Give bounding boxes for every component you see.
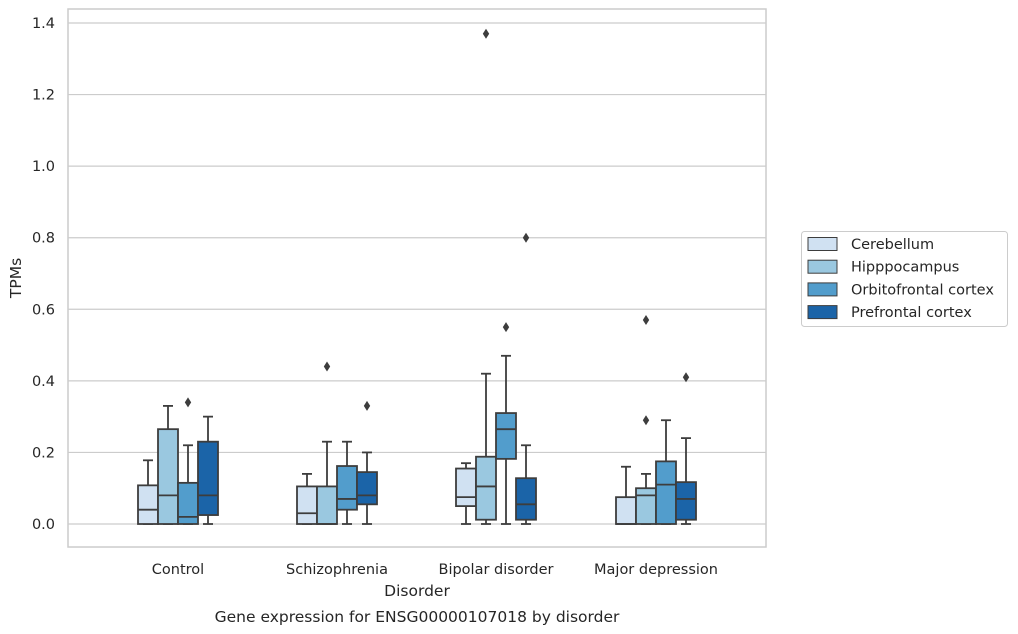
legend-swatch	[807, 237, 838, 251]
x-tick-label: Schizophrenia	[286, 562, 388, 578]
outlier-point	[522, 232, 530, 243]
outlier-point	[323, 361, 331, 372]
legend-label: Hipppocampus	[851, 260, 959, 276]
box-0-2	[177, 397, 199, 525]
box-body	[336, 465, 358, 511]
box-body	[655, 460, 677, 525]
y-tick-label: 0.2	[32, 445, 55, 461]
outlier-point	[363, 400, 371, 411]
y-tick-label: 1.2	[32, 88, 55, 104]
boxes	[137, 28, 697, 525]
legend-label: Orbitofrontal cortex	[851, 282, 994, 298]
box-body	[316, 485, 338, 525]
box-body	[177, 481, 199, 525]
box-0-0	[137, 459, 159, 525]
outlier-point	[642, 415, 650, 426]
x-axis-label: Disorder	[384, 582, 450, 600]
box-1-2	[336, 440, 358, 525]
box-body	[515, 477, 537, 521]
outlier-point	[682, 372, 690, 383]
outlier-point	[184, 397, 192, 408]
legend-swatch	[807, 282, 838, 297]
box-body	[635, 487, 657, 525]
y-tick-label: 0.8	[32, 231, 55, 247]
box-2-3	[515, 232, 537, 525]
box-2-1	[475, 28, 497, 525]
legend-frame	[801, 231, 1008, 327]
box-1-3	[356, 400, 378, 525]
x-tick-label: Major depression	[594, 562, 718, 578]
box-body	[675, 481, 697, 521]
outlier-point	[642, 315, 650, 326]
y-tick-label: 1.4	[32, 16, 55, 32]
box-2-2	[495, 322, 517, 525]
chart-caption: Gene expression for ENSG00000107018 by d…	[215, 608, 620, 626]
box-2-0	[455, 462, 477, 525]
x-tick-label: Control	[152, 562, 204, 578]
box-body	[197, 440, 219, 516]
box-3-1	[635, 315, 657, 525]
box-3-3	[675, 372, 697, 525]
box-0-3	[197, 415, 219, 525]
y-tick-label: 1.0	[32, 159, 55, 175]
y-tick-label: 0.4	[32, 374, 55, 390]
box-body	[157, 428, 179, 525]
legend-label: Prefrontal cortex	[851, 305, 972, 321]
y-tick-label: 0.0	[32, 517, 55, 533]
box-0-1	[157, 405, 179, 525]
box-body	[455, 467, 477, 508]
box-body	[475, 455, 497, 521]
box-body	[615, 496, 637, 525]
box-body	[137, 484, 159, 525]
x-tick-labels: Control Schizophrenia Bipolar disorder Majo…	[152, 562, 718, 578]
box-1-0	[296, 472, 318, 525]
y-tick-label: 0.6	[32, 302, 55, 318]
y-tick-labels: 0.0 0.2 0.4 0.6 0.8 1.0 1.2 1.4	[32, 16, 55, 533]
grid-lines	[68, 22, 766, 525]
legend: Cerebellum Hipppocampus Orbitofrontal cort…	[801, 231, 1008, 327]
box-3-2	[655, 419, 677, 525]
legend-label: Cerebellum	[851, 237, 934, 253]
box-body	[356, 471, 378, 506]
box-3-0	[615, 465, 637, 525]
box-1-1	[316, 361, 338, 525]
box-body	[495, 412, 517, 460]
y-axis-label: TPMs	[7, 258, 25, 299]
legend-swatch	[807, 305, 838, 320]
outlier-point	[502, 322, 510, 333]
x-tick-label: Bipolar disorder	[439, 562, 554, 578]
box-body	[296, 485, 318, 525]
outlier-point	[482, 28, 490, 39]
plot-frame	[67, 8, 767, 548]
legend-swatch	[807, 259, 838, 274]
